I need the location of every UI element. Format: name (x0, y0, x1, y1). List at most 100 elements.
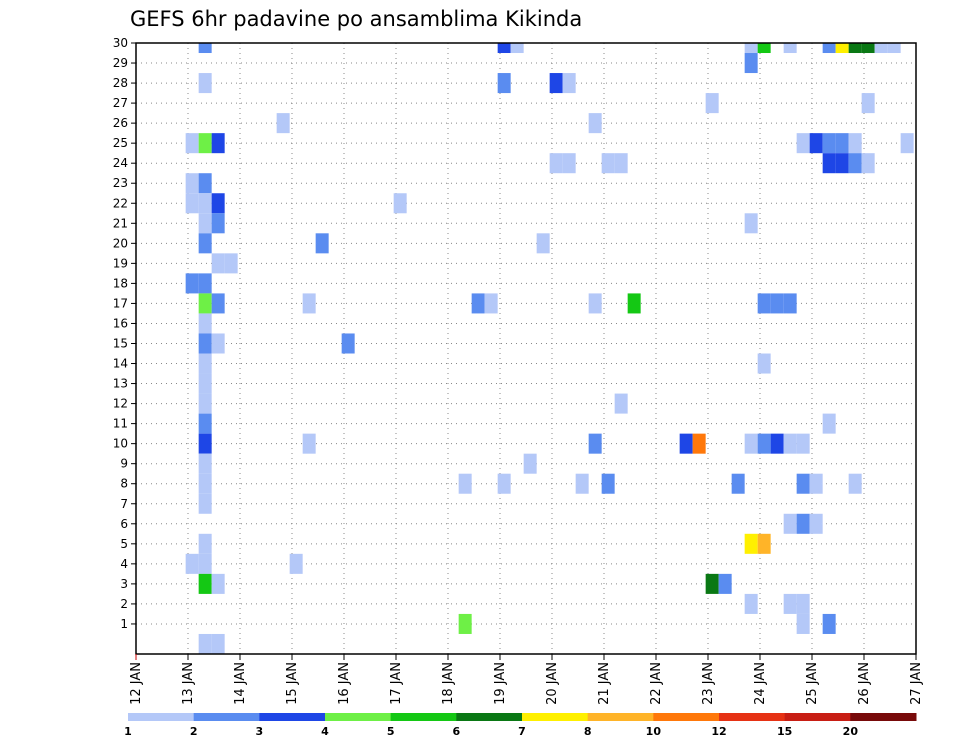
x-axis: 12 JAN 13 JAN 14 JAN 15 JAN 16 JAN 17 JAN 18 J… (129, 654, 924, 705)
y-tick-label: 15 (113, 336, 128, 350)
x-tick-label: 19 JAN (493, 662, 508, 705)
precip-cell (198, 393, 212, 414)
precip-cell (185, 133, 199, 154)
precip-cell (601, 473, 615, 494)
x-tick-label: 12 JAN (129, 662, 144, 705)
colorbar-label: 2 (190, 725, 198, 738)
chart-title: GEFS 6hr padavine po ansamblima Kikinda (130, 7, 582, 31)
precip-cell (198, 453, 212, 474)
y-tick-label: 18 (113, 276, 128, 290)
y-tick-label: 4 (120, 557, 128, 571)
x-tick-label: 16 JAN (337, 662, 352, 705)
y-tick-label: 21 (113, 216, 128, 230)
precip-cell (536, 233, 550, 254)
y-tick-label: 6 (120, 517, 128, 531)
precip-cell (549, 153, 563, 174)
y-tick-label: 25 (113, 136, 128, 150)
x-tick-label: 23 JAN (701, 662, 716, 705)
precip-cell (874, 43, 888, 54)
precip-cell (198, 313, 212, 334)
x-tick-label: 25 JAN (805, 662, 820, 705)
colorbar-label: 6 (453, 725, 461, 738)
precip-cell (549, 73, 563, 94)
precip-cell (198, 353, 212, 374)
precip-cell (588, 113, 602, 134)
precip-cell (198, 413, 212, 434)
precip-cell (211, 213, 225, 234)
precip-cell (705, 573, 719, 594)
precip-cell (822, 43, 836, 54)
y-tick-label: 17 (113, 296, 128, 310)
precip-cell (198, 333, 212, 354)
precip-cell (783, 593, 797, 614)
colorbar-label: 7 (518, 725, 526, 738)
precip-cell (523, 453, 537, 474)
y-tick-label: 3 (120, 577, 128, 591)
y-tick-label: 28 (113, 76, 128, 90)
precip-cell (289, 553, 303, 574)
precip-cell (211, 293, 225, 314)
precip-cell (185, 553, 199, 574)
precip-cell (809, 513, 823, 534)
x-tick-label: 27 JAN (909, 662, 924, 705)
y-tick-label: 5 (120, 537, 128, 551)
x-tick-label: 21 JAN (597, 662, 612, 705)
precip-cell (627, 293, 641, 314)
precip-cell (198, 553, 212, 574)
precip-cell (198, 133, 212, 154)
y-tick-label: 26 (113, 116, 128, 130)
precip-cell (744, 43, 758, 54)
x-tick-label: 13 JAN (181, 662, 196, 705)
precip-cell (198, 73, 212, 94)
y-tick-label: 11 (113, 417, 128, 431)
y-tick-label: 2 (120, 597, 128, 611)
precip-cell (198, 373, 212, 394)
precip-cell (731, 473, 745, 494)
precip-cell (718, 573, 732, 594)
x-tick-label: 26 JAN (857, 662, 872, 705)
precip-cell (744, 433, 758, 454)
colorbar-label: 3 (256, 725, 264, 738)
precip-cell (796, 513, 810, 534)
colorbar-swatch (719, 713, 786, 721)
precip-cell (562, 73, 576, 94)
precip-cell (185, 193, 199, 214)
precip-cell (861, 93, 875, 114)
precip-cell (835, 43, 849, 54)
precip-cell (510, 43, 524, 54)
precip-cell (809, 473, 823, 494)
y-tick-label: 24 (113, 156, 128, 170)
precip-cell (341, 333, 355, 354)
colorbar-swatch (456, 713, 523, 721)
precip-cell (861, 43, 875, 54)
precip-cell (198, 473, 212, 494)
y-tick-label: 7 (120, 497, 128, 511)
precip-cell (198, 433, 212, 454)
precip-cell (588, 433, 602, 454)
colorbar-label: 20 (843, 725, 859, 738)
precip-cell (744, 213, 758, 234)
colorbar-label: 8 (584, 725, 592, 738)
y-axis: 1234567891011121314151617181920212223242… (113, 36, 136, 631)
precip-cell (796, 433, 810, 454)
precip-cell (185, 273, 199, 294)
precip-cell (783, 513, 797, 534)
precip-cell (497, 473, 511, 494)
precip-cell (224, 253, 238, 274)
precip-cell (744, 533, 758, 554)
precip-cell (796, 473, 810, 494)
precip-cell (848, 133, 862, 154)
precip-cell (211, 193, 225, 214)
y-tick-label: 27 (113, 96, 128, 110)
precip-cell (185, 173, 199, 194)
precip-cell (198, 193, 212, 214)
x-tick-label: 15 JAN (285, 662, 300, 705)
grid-lines (136, 42, 916, 654)
precip-cell (796, 593, 810, 614)
precip-cell (770, 293, 784, 314)
colorbar-swatch (325, 713, 392, 721)
precip-cell (757, 293, 771, 314)
precip-cell (198, 233, 212, 254)
precip-cell (211, 333, 225, 354)
x-tick-label: 14 JAN (233, 662, 248, 705)
